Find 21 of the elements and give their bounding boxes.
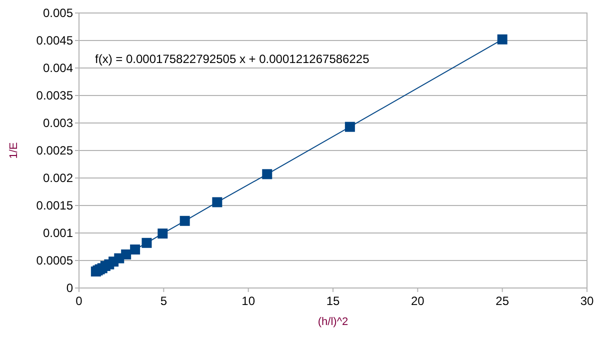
x-axis-title: (h/l)^2 [318,316,348,328]
annotation: f(x) = 0.000175822792505 x + 0.000121267586225 [95,52,370,66]
x-tick-label: 5 [160,294,168,308]
y-tick-label: 0 [66,281,74,296]
x-tick-label: 20 [410,294,425,308]
y-tick-label: 0.003 [42,116,74,130]
y-tick-label: 0.005 [42,6,74,20]
x-tick-label: 0 [76,294,83,308]
y-tick-label: 0.0025 [36,144,74,158]
y-tick-label: 0.0015 [36,198,74,213]
y-tick-label: 0.0045 [36,34,74,48]
y-tick-label: 0.0035 [36,88,74,103]
y-tick-label: 0.004 [42,61,74,76]
y-axis-title: 1/E [8,142,20,159]
x-tick-label: 30 [580,294,594,308]
y-tick-label: 0.001 [42,226,74,240]
x-tick-label: 10 [242,294,256,308]
y-tick-label: 0.0005 [36,254,74,268]
x-tick-label: 15 [326,294,340,308]
x-tick-label: 25 [496,294,510,308]
y-tick-label: 0.002 [42,171,74,186]
